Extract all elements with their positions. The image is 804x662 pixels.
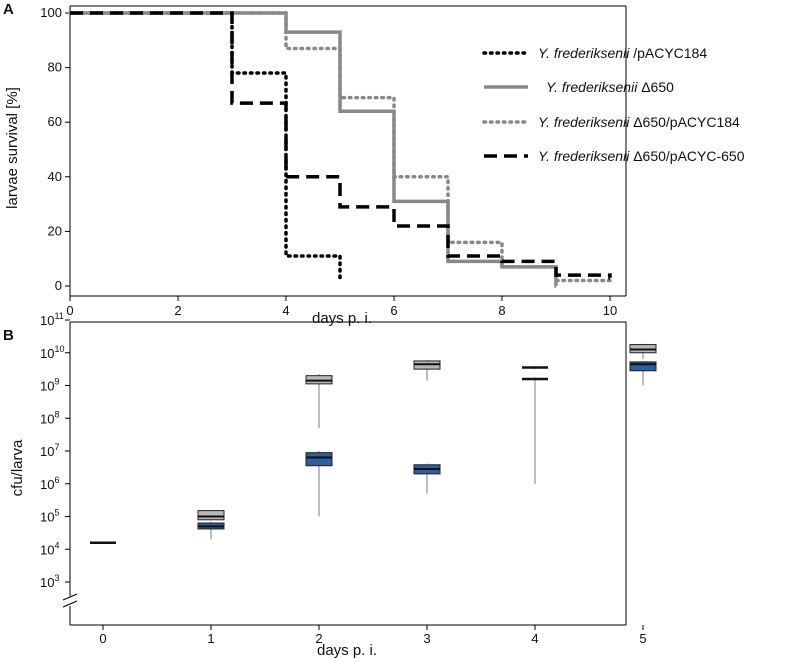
b-y-tick-exponent: 7	[54, 442, 59, 452]
b-y-tick-label: 103	[40, 573, 59, 590]
b-y-tick-label: 1010	[40, 344, 64, 361]
box-blue-day5	[629, 361, 657, 372]
b-y-tick-exponent: 5	[54, 508, 59, 518]
b-x-tick-label: 0	[99, 631, 106, 646]
panel-a-xlabel: days p. i.	[312, 310, 372, 327]
b-y-tick-base: 10	[40, 379, 54, 394]
a-y-tick-label: 100	[40, 5, 62, 20]
b-axis-break-mark	[62, 600, 78, 608]
a-x-tick-label: 2	[174, 303, 181, 318]
b-y-tick-exponent: 8	[54, 409, 59, 419]
b-y-tick-base: 10	[40, 346, 54, 361]
legend-label-4: Y. frederiksenii Δ650/pACYC-650	[538, 148, 745, 164]
legend-label-species: Y. frederiksenii	[538, 114, 630, 130]
legend-label-2: Y. frederiksenii Δ650	[546, 79, 674, 95]
legend-label-strain: Δ650/pACYC184	[629, 114, 740, 130]
b-x-tick-label: 1	[207, 631, 214, 646]
legend-label-species: Y. frederiksenii	[538, 148, 630, 164]
b-y-tick-label: 107	[40, 442, 59, 459]
a-series-line-4	[70, 11, 612, 280]
b-y-tick-base: 10	[40, 444, 54, 459]
b-y-tick-base: 10	[40, 575, 54, 590]
panel-b-xlabel: days p. i.	[317, 642, 377, 659]
a-y-tick-label: 60	[48, 114, 62, 129]
b-axis-break-mark	[62, 593, 78, 601]
panel-b-ylabel: cfu/larva	[9, 439, 26, 496]
b-y-tick-exponent: 9	[54, 377, 59, 387]
b-y-tick-base: 10	[40, 477, 54, 492]
legend-label-1: Y. frederiksenii /pACYC184	[538, 45, 707, 61]
a-y-tick-label: 20	[48, 223, 62, 238]
panel-a-ylabel: larvae survival [%]	[4, 87, 21, 209]
panel-b-letter: B	[3, 327, 14, 344]
a-x-tick-label: 10	[603, 303, 617, 318]
a-y-tick-label: 40	[48, 169, 62, 184]
b-y-tick-base: 10	[40, 313, 54, 328]
box-grey-day1	[197, 510, 225, 521]
b-y-tick-label: 1011	[40, 311, 64, 328]
panel-a-plot: 0 20 40 60 80 100 0 2 4 6 8 10	[40, 5, 627, 318]
b-x-tick-label: 5	[639, 631, 646, 646]
b-x-tick-label: 4	[531, 631, 538, 646]
a-x-tick-label: 8	[498, 303, 505, 318]
b-y-tick-exponent: 4	[54, 540, 59, 550]
panel-a-letter: A	[3, 1, 14, 18]
legend-label-species: Y. frederiksenii	[546, 79, 638, 95]
b-y-tick-exponent: 11	[54, 311, 63, 321]
a-x-tick-label: 4	[282, 303, 289, 318]
legend-label-species: Y. frederiksenii	[538, 45, 630, 61]
b-x-tick-label: 2	[315, 631, 322, 646]
legend-label-strain: Δ650	[637, 79, 674, 95]
legend-label-3: Y. frederiksenii Δ650/pACYC184	[538, 114, 740, 130]
b-y-tick-exponent: 10	[54, 344, 64, 354]
box-blue-day2	[305, 452, 333, 467]
b-y-tick-base: 10	[40, 510, 54, 525]
legend-label-strain: Δ650/pACYC-650	[629, 148, 744, 164]
a-x-tick-label: 6	[390, 303, 397, 318]
b-y-tick-label: 104	[40, 540, 59, 557]
b-y-tick-label: 106	[40, 475, 59, 492]
a-y-tick-label: 80	[48, 60, 62, 75]
b-x-tick-label: 3	[423, 631, 430, 646]
b-y-tick-label: 105	[40, 508, 59, 525]
a-x-tick-label: 0	[66, 303, 73, 318]
b-y-tick-label: 109	[40, 377, 59, 394]
a-series-line-1	[68, 11, 342, 280]
b-y-tick-exponent: 6	[54, 475, 59, 485]
legend-label-strain: /pACYC184	[629, 45, 707, 61]
b-y-tick-base: 10	[40, 542, 54, 557]
b-y-tick-label: 108	[40, 409, 59, 426]
b-y-tick-base: 10	[40, 411, 54, 426]
b-y-tick-exponent: 3	[54, 573, 59, 583]
a-y-tick-label: 0	[55, 278, 62, 293]
